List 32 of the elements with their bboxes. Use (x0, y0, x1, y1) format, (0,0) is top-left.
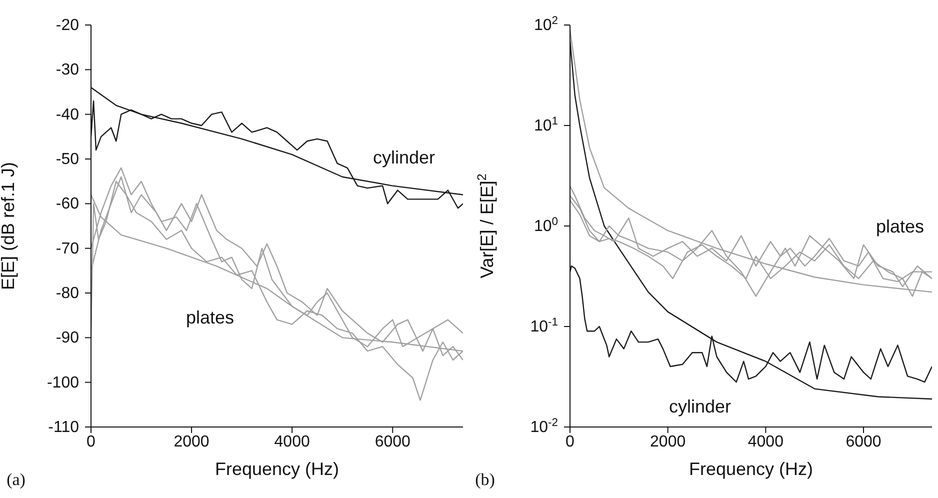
x-tick-label: 0 (566, 433, 575, 450)
x-tick-label: 4000 (748, 433, 784, 450)
y-tick-label: -110 (48, 419, 80, 436)
y-tick-label: 10$^{1}$ (534, 116, 558, 134)
y-tick-label: -60 (56, 196, 80, 213)
x-tick-label: 6000 (846, 433, 882, 450)
y-tick-label: 10$^{0}$ (534, 216, 558, 235)
annotation: cylinder (668, 396, 732, 418)
y-tick-label: -80 (56, 285, 80, 302)
y-tick-label: 10$^{-1}$ (530, 316, 558, 336)
y-tick-label: 10$^{-2}$ (530, 417, 558, 436)
y-tick-label: -100 (46, 374, 80, 392)
annotation: cylinder (372, 148, 436, 168)
x-tick-label: 2000 (650, 433, 686, 450)
x-tick-label: 2000 (174, 433, 210, 450)
annotation: plates (186, 308, 234, 328)
y-tick-label: -70 (56, 240, 80, 258)
x-axis-title: Frequency (Hz) (214, 459, 340, 479)
y-axis-title: E[E] (dB ref.1 J) (0, 162, 18, 290)
y-tick-label: 10$^{2}$ (534, 15, 558, 34)
y-tick-label: -20 (56, 17, 80, 34)
text: (a) (6, 470, 26, 490)
y-tick-label: -30 (56, 62, 80, 79)
x-tick-label: 6000 (374, 433, 411, 450)
y-tick-label: -90 (56, 330, 80, 347)
annotation: plates (876, 216, 924, 238)
x-axis-title: Frequency (Hz) (688, 459, 814, 479)
text: (b) (475, 470, 495, 490)
y-tick-label: -40 (56, 106, 80, 124)
x-tick-label: 0 (86, 433, 96, 450)
x-tick-label: 4000 (274, 433, 310, 450)
y-tick-label: -50 (56, 151, 80, 168)
